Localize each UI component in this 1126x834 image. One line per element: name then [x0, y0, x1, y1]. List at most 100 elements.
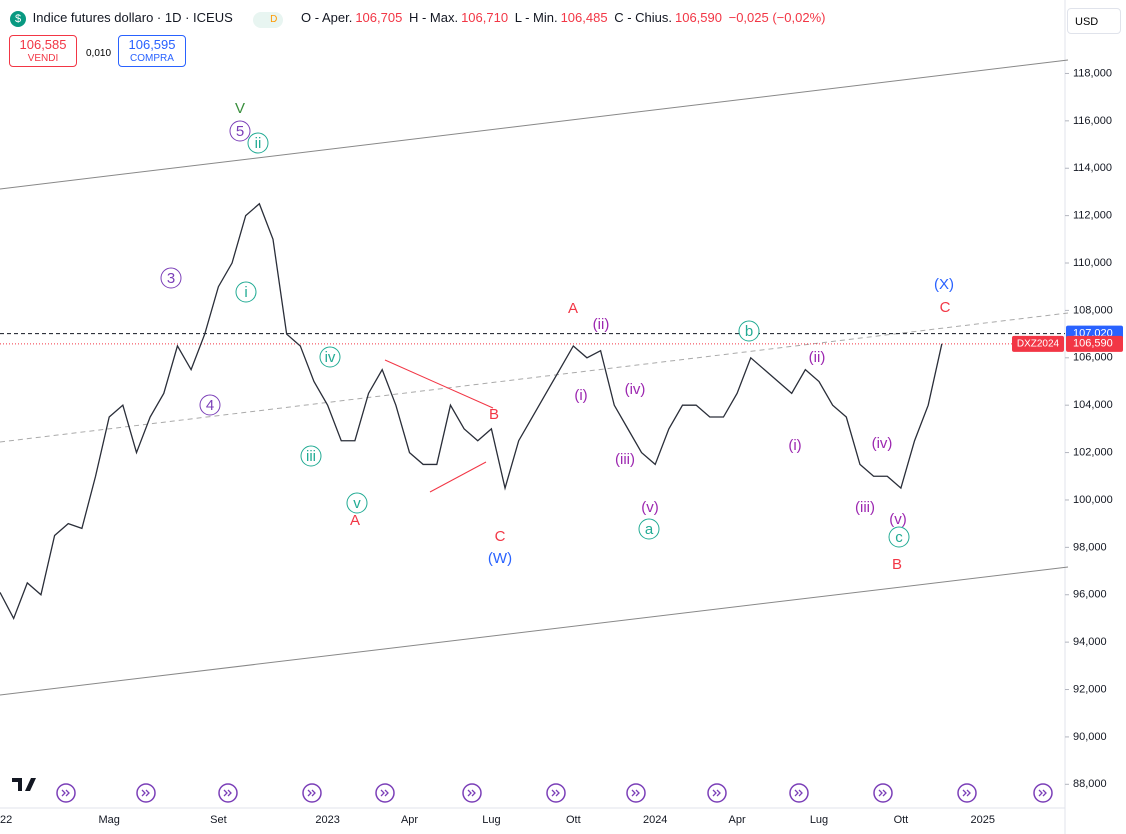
- wave-circle: [199, 394, 221, 416]
- y-tick-label: 90,000: [1073, 731, 1107, 743]
- buy-label: COMPRA: [130, 53, 174, 64]
- wave-label: b: [745, 323, 753, 340]
- x-tick-label: 2022: [0, 814, 12, 826]
- sell-price: 106,585: [19, 37, 67, 52]
- wave-label: B: [489, 406, 499, 423]
- x-tick-label: Set: [210, 814, 227, 826]
- event-icon-glyph: [307, 789, 316, 797]
- event-icon-glyph: [631, 789, 640, 797]
- event-icon[interactable]: [1033, 783, 1053, 803]
- wave-label: V: [235, 100, 245, 117]
- event-icon[interactable]: [375, 783, 395, 803]
- wave-label: ii: [255, 135, 262, 152]
- y-tick-label: 102,000: [1073, 446, 1113, 458]
- series-tag: [1012, 335, 1064, 352]
- y-tick-label: 88,000: [1073, 778, 1107, 790]
- event-icon[interactable]: [626, 783, 646, 803]
- drawing-line: [429, 461, 487, 493]
- low: 106,485: [560, 10, 608, 25]
- wave-label: (iii): [615, 451, 635, 468]
- wave-circle: [235, 281, 257, 303]
- x-tick-label: Mag: [98, 814, 119, 826]
- wave-label: i: [244, 284, 247, 301]
- spread: 0,010: [86, 48, 112, 59]
- wave-label: v: [353, 495, 361, 512]
- buy-price: 106,595: [128, 37, 176, 52]
- wave-label: (X): [934, 276, 954, 293]
- wave-label: (W): [488, 550, 512, 567]
- currency-button[interactable]: USD: [1067, 8, 1121, 34]
- header: $ Indice futures dollaro · 1D · ICEUS D …: [10, 10, 828, 28]
- event-icon[interactable]: [789, 783, 809, 803]
- wave-label: 3: [167, 270, 175, 287]
- y-tick-label: 96,000: [1073, 589, 1107, 601]
- close: 106,590: [674, 10, 722, 25]
- event-icon[interactable]: [873, 783, 893, 803]
- drawing-line: [0, 59, 1069, 190]
- tv-logo-glyph: [12, 778, 36, 791]
- drawing-line: [0, 566, 1069, 696]
- open-label: O - Aper.: [301, 10, 353, 25]
- event-icon-glyph: [1038, 789, 1047, 797]
- price-tag-label: 106,590: [1073, 338, 1113, 350]
- event-icon[interactable]: [462, 783, 482, 803]
- wave-circle: [738, 320, 760, 342]
- event-icon-glyph: [223, 789, 232, 797]
- event-icon-glyph: [61, 789, 70, 797]
- event-icon[interactable]: [546, 783, 566, 803]
- event-icon-glyph: [878, 789, 887, 797]
- low-label: L - Min.: [514, 10, 558, 25]
- wave-label: a: [645, 521, 654, 538]
- x-tick-label: 2024: [643, 814, 667, 826]
- event-icon-glyph: [141, 789, 150, 797]
- y-tick-label: 108,000: [1073, 304, 1113, 316]
- wave-label: iii: [306, 448, 316, 465]
- x-tick-label: 2023: [315, 814, 339, 826]
- wave-label: c: [895, 529, 903, 546]
- wave-label: A: [568, 300, 578, 317]
- x-tick-label: Ott: [566, 814, 581, 826]
- badge: D: [253, 12, 284, 28]
- wave-label: (v): [889, 511, 907, 528]
- high: 106,710: [461, 10, 509, 25]
- y-tick-label: 92,000: [1073, 683, 1107, 695]
- x-tick-label: Apr: [401, 814, 418, 826]
- x-tick-label: 2025: [971, 814, 995, 826]
- drawing-line: [384, 359, 494, 409]
- price-tag: [1066, 335, 1123, 352]
- sell-button[interactable]: 106,585 VENDI: [9, 35, 77, 67]
- event-icon-glyph: [551, 789, 560, 797]
- event-icon-glyph: [962, 789, 971, 797]
- x-tick-label: Ott: [894, 814, 909, 826]
- drawing-line: [0, 312, 1069, 443]
- event-icon[interactable]: [218, 783, 238, 803]
- title: Indice futures dollaro · 1D · ICEUS: [32, 10, 233, 25]
- wave-label: (i): [788, 437, 801, 454]
- buy-button[interactable]: 106,595 COMPRA: [118, 35, 186, 67]
- wave-label: C: [940, 299, 951, 316]
- event-icon[interactable]: [136, 783, 156, 803]
- wave-circle: [247, 132, 269, 154]
- y-tick-label: 116,000: [1073, 115, 1112, 127]
- wave-circle: [346, 492, 368, 514]
- wave-label: (iii): [855, 499, 875, 516]
- event-icon-glyph: [712, 789, 721, 797]
- wave-label: (i): [574, 387, 587, 404]
- event-icon[interactable]: [302, 783, 322, 803]
- wave-label: (iv): [625, 381, 646, 398]
- wave-circle: [160, 267, 182, 289]
- change: −0,025 (−0,02%): [728, 10, 826, 25]
- price-line-series: [0, 202, 943, 621]
- event-icon-glyph: [380, 789, 389, 797]
- y-tick-label: 100,000: [1073, 494, 1113, 506]
- wave-label: iv: [325, 349, 336, 366]
- currency: USD: [1075, 16, 1099, 28]
- x-tick-label: Lug: [810, 814, 828, 826]
- event-icon[interactable]: [957, 783, 977, 803]
- event-icon[interactable]: [707, 783, 727, 803]
- y-tick-label: 118,000: [1073, 67, 1112, 79]
- y-tick-label: 110,000: [1073, 257, 1112, 269]
- event-icon[interactable]: [56, 783, 76, 803]
- wave-label: A: [350, 512, 360, 529]
